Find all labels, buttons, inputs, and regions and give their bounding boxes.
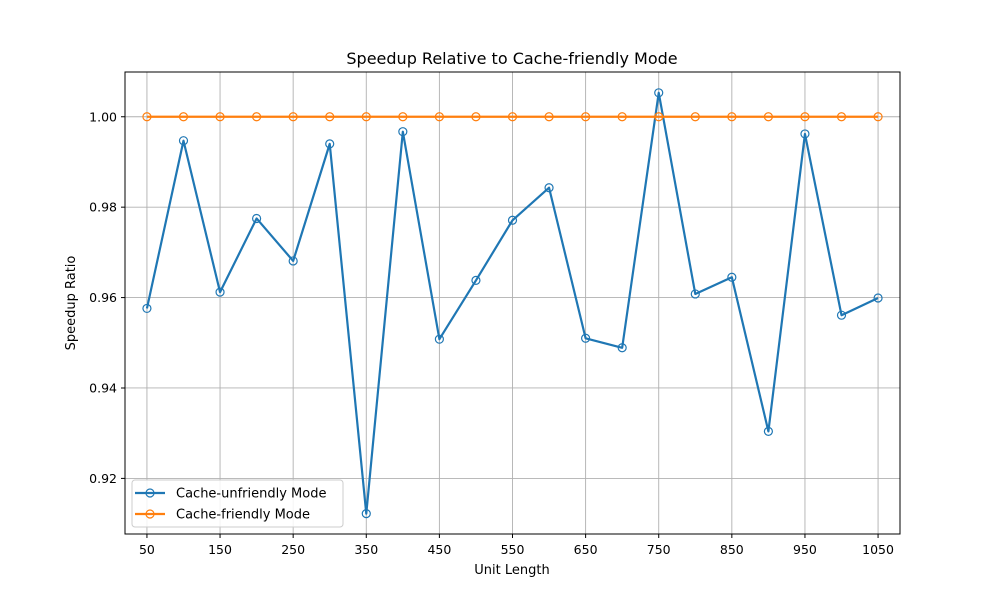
y-tick-label: 0.92 — [89, 471, 117, 486]
cache-unfriendly-mode-point — [763, 426, 773, 436]
cache-unfriendly-mode-point — [836, 310, 847, 320]
legend-label-cache-unfriendly-mode: Cache-unfriendly Mode — [176, 487, 326, 502]
cache-friendly-mode-point — [215, 112, 225, 122]
cache-friendly-mode-point — [288, 112, 298, 122]
cache-friendly-mode-point — [142, 112, 152, 122]
x-tick-label: 150 — [208, 542, 232, 557]
x-tick-label: 350 — [354, 542, 378, 557]
y-tick-label: 0.94 — [89, 380, 117, 395]
cache-friendly-mode-point — [434, 112, 444, 122]
cache-friendly-mode-point — [361, 112, 371, 122]
cache-unfriendly-mode-point — [178, 136, 189, 146]
legend-box — [131, 479, 344, 528]
cache-friendly-mode-point — [873, 112, 883, 122]
cache-friendly-mode-point — [252, 112, 262, 122]
cache-friendly-mode-point — [763, 112, 773, 122]
cache-unfriendly-mode-point — [690, 289, 700, 299]
cache-friendly-mode-point — [800, 112, 810, 122]
x-tick-label: 950 — [793, 542, 817, 557]
cache-friendly-mode-point — [727, 112, 737, 122]
y-tick-label: 0.98 — [89, 200, 117, 215]
cache-unfriendly-mode-point — [727, 272, 737, 282]
x-tick-label: 650 — [574, 542, 598, 557]
cache-friendly-mode-point — [544, 112, 554, 122]
cache-unfriendly-mode-point — [507, 215, 518, 225]
cache-unfriendly-mode-point — [252, 213, 262, 224]
cache-friendly-mode-point — [654, 112, 664, 122]
cache-unfriendly-mode-point — [215, 287, 225, 297]
cache-unfriendly-mode-point — [581, 333, 591, 343]
cache-unfriendly-mode-point — [361, 509, 371, 519]
y-axis-label: Speedup Ratio — [64, 256, 79, 351]
x-tick-label: 850 — [720, 542, 744, 557]
cache-unfriendly-mode-point — [617, 343, 627, 353]
cache-friendly-mode-point — [507, 112, 518, 122]
cache-unfriendly-mode-point — [873, 293, 883, 303]
grid-layer — [125, 72, 900, 534]
x-axis-label: Unit Length — [474, 563, 549, 578]
legend-marker-cache-friendly-mode — [145, 509, 155, 519]
cache-friendly-mode-point — [617, 112, 627, 122]
cache-friendly-mode-point — [398, 112, 408, 122]
legend: Cache-unfriendly Mode Cache-friendly Mode — [131, 479, 344, 528]
x-tick-label: 50 — [139, 542, 155, 557]
legend-marker-cache-unfriendly-mode — [145, 488, 155, 498]
series-layer — [142, 88, 883, 519]
y-tick-label: 0.96 — [89, 290, 117, 305]
cache-unfriendly-mode-point — [288, 256, 298, 266]
cache-unfriendly-mode-line — [145, 91, 879, 515]
x-tick-label: 1050 — [862, 542, 894, 557]
cache-unfriendly-mode-point — [471, 275, 481, 285]
cache-friendly-mode-point — [690, 112, 700, 122]
x-tick-label: 250 — [281, 542, 305, 557]
cache-unfriendly-mode-point — [398, 127, 408, 137]
x-tick-label: 550 — [501, 542, 525, 557]
cache-friendly-mode-point — [325, 112, 335, 122]
cache-unfriendly-mode-point — [325, 139, 335, 149]
cache-friendly-mode-point — [581, 112, 591, 122]
cache-friendly-mode-point — [836, 112, 847, 122]
cache-unfriendly-mode-point — [654, 88, 664, 98]
ticks-layer: 50 150 250 350 450 550 650 750 850 950 1050 0.92 0.9… — [89, 109, 894, 557]
cache-friendly-mode-point — [471, 112, 481, 122]
cache-unfriendly-mode-point — [434, 334, 444, 344]
cache-unfriendly-mode-point — [544, 183, 554, 193]
cache-friendly-mode-point — [178, 112, 189, 122]
chart-title: Speedup Relative to Cache-friendly Mode — [346, 49, 677, 68]
x-tick-label: 750 — [647, 542, 671, 557]
plot-frame — [124, 71, 901, 535]
cache-unfriendly-mode-point — [142, 303, 152, 314]
cache-unfriendly-mode-point — [800, 129, 810, 139]
legend-label-cache-friendly-mode: Cache-friendly Mode — [176, 508, 310, 523]
x-tick-label: 450 — [427, 542, 451, 557]
y-tick-label: 1.00 — [89, 109, 117, 124]
